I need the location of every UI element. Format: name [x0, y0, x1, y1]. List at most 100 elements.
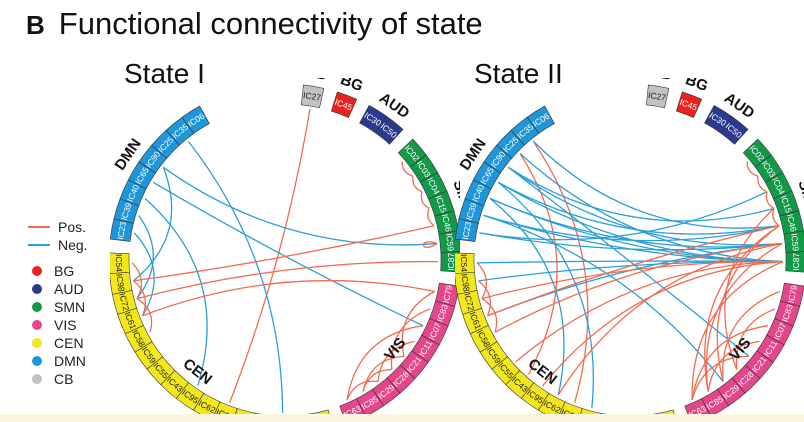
connection-positive [422, 241, 438, 248]
connection-negative [479, 191, 768, 241]
component-label: IC59 [789, 233, 801, 252]
ring-segment-bg [330, 91, 358, 118]
ring-segment-cen [455, 252, 475, 274]
connection-negative [489, 197, 565, 396]
ring-segment-vis [684, 398, 712, 418]
legend-positive-label: Pos. [58, 219, 87, 235]
component-label: IC72 [117, 292, 131, 312]
connection-positive [346, 325, 424, 400]
legend-positive: Pos. [28, 218, 88, 236]
state-2-title: State II [474, 58, 563, 89]
component-label: IC87 [791, 252, 801, 270]
network-ring: IC27CBIC45BGIC30IC50AUDIC02IC03IC04IC15I… [110, 78, 460, 418]
connection-positive [487, 225, 780, 317]
connection-positive [476, 262, 488, 299]
connection-positive [735, 308, 776, 370]
ring-segment-cb [300, 84, 325, 109]
connection-negative [152, 181, 424, 327]
connection-positive [772, 208, 780, 227]
connection-positive [704, 225, 780, 392]
legend-cen-label: CEN [54, 335, 84, 351]
connection-positive [362, 368, 392, 392]
connection-positive [519, 153, 558, 375]
network-label-bg: BG [683, 78, 710, 95]
legend-negative-swatch [28, 244, 50, 246]
connection-positive [691, 325, 769, 400]
legend-cen-dot [32, 338, 42, 348]
connection-positive [229, 108, 311, 403]
legend-negative: Neg. [28, 236, 88, 254]
connection-positive [401, 161, 414, 177]
ring-segment-bg [675, 91, 703, 118]
component-label: IC23 [115, 221, 128, 241]
figure-title: B Functional connectivity of state [26, 6, 483, 42]
connection-negative [507, 166, 775, 222]
connection-positive [532, 140, 589, 403]
connection-positive [131, 262, 143, 299]
connection-positive [691, 355, 749, 401]
connection-positive [765, 191, 775, 209]
network-label-cb: CB [649, 78, 673, 84]
state-1-title: State I [124, 58, 205, 89]
legend-dmn-label: DMN [54, 353, 86, 369]
connection-positive [427, 208, 435, 227]
component-label: IC23 [460, 221, 473, 241]
legend-cb-dot [32, 374, 42, 384]
component-label: IC46 [440, 213, 454, 233]
component-label: IC54 [459, 254, 469, 272]
ring-segment-cen [110, 252, 130, 274]
legend-smn: SMN [28, 298, 88, 316]
connection-positive [705, 243, 783, 392]
connection-positive [494, 242, 783, 333]
legend-cb-label: CB [54, 371, 74, 387]
ring-segment-aud [374, 115, 404, 145]
connection-positive [142, 279, 435, 317]
connection-positive [136, 298, 153, 333]
connection-positive [133, 225, 435, 282]
bottom-strip [0, 414, 804, 422]
component-label: IC87 [446, 252, 456, 270]
component-label: IC98 [114, 273, 126, 292]
connection-positive [691, 261, 784, 400]
connection-positive [136, 260, 438, 300]
network-ring: IC27CBIC45BGIC30IC50AUDIC02IC03IC04IC15I… [455, 78, 804, 418]
ring-segment-aud [719, 115, 749, 145]
legend-vis-label: VIS [54, 317, 77, 333]
component-label: IC46 [785, 213, 799, 233]
connection-negative [133, 167, 173, 282]
connection-positive [390, 308, 431, 370]
connection-positive [133, 280, 146, 317]
connection-positive [478, 280, 491, 317]
legend-bg-label: BG [54, 263, 75, 279]
component-label: IC60 [215, 407, 236, 418]
network-label-bg: BG [338, 78, 365, 95]
panel-letter: B [26, 10, 45, 40]
connection-negative [532, 140, 780, 229]
ring-segment-dmn [181, 105, 210, 134]
legend-aud: AUD [28, 280, 88, 298]
connection-positive [722, 290, 780, 382]
component-label: IC60 [560, 407, 581, 418]
connection-positive [724, 207, 775, 370]
ring-segment-dmn [526, 105, 555, 134]
component-label: IC72 [462, 292, 476, 312]
component-label: IC98 [459, 273, 471, 292]
state-1-chord-diagram: IC27CBIC45BGIC30IC50AUDIC02IC03IC04IC15I… [110, 78, 460, 418]
legend-cen: CEN [28, 334, 88, 352]
connection-negative [187, 140, 284, 413]
connections [131, 108, 438, 413]
ring-segment-cb [645, 84, 670, 109]
legend-dmn: DMN [28, 352, 88, 370]
connection-positive [716, 225, 780, 382]
network-label-smn: SMN [794, 178, 804, 215]
connection-positive [746, 161, 759, 177]
state-2-chord-diagram: IC27CBIC45BGIC30IC50AUDIC02IC03IC04IC15I… [455, 78, 804, 418]
legend-smn-label: SMN [54, 299, 86, 315]
connections [476, 140, 784, 409]
connection-negative [133, 232, 155, 317]
connection-negative [162, 166, 438, 246]
ring-segment-vis [339, 398, 367, 418]
component-label: IC59 [444, 233, 456, 252]
connection-positive [420, 191, 430, 209]
legend-cb: CB [28, 370, 88, 388]
